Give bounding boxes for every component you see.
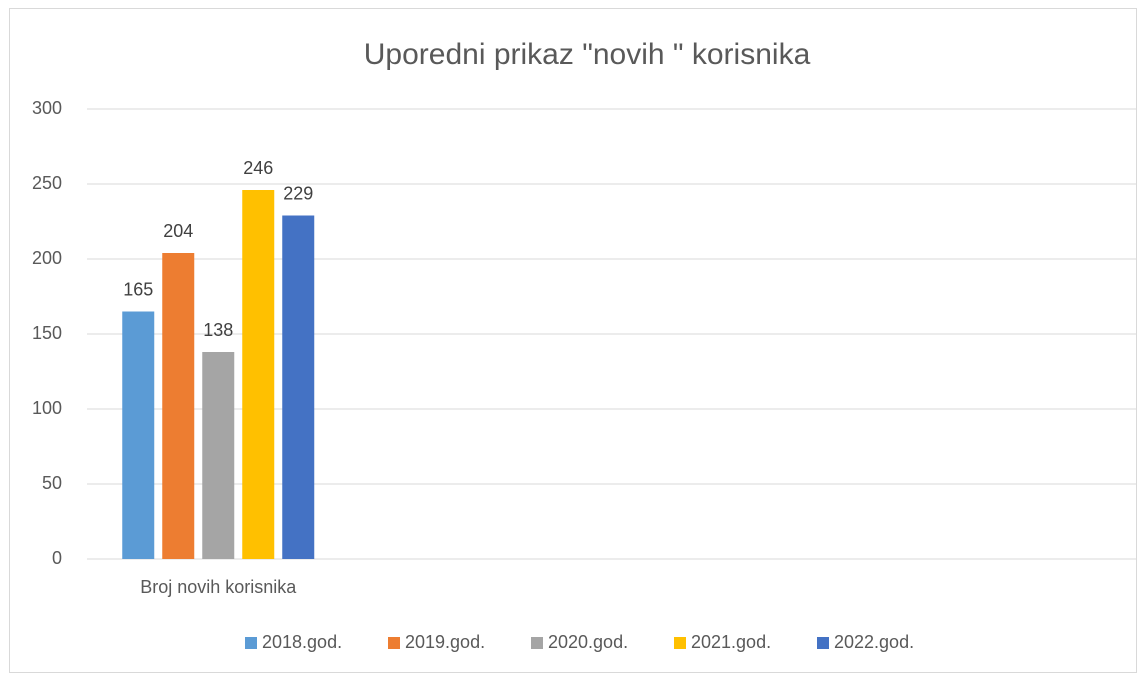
legend-label: 2018.god. [262, 632, 342, 652]
legend-swatch [674, 637, 686, 649]
bar [162, 253, 195, 559]
y-tick-label: 150 [32, 323, 62, 343]
bar [122, 311, 155, 559]
y-tick-label: 200 [32, 248, 62, 268]
bar [282, 215, 315, 559]
legend-label: 2019.god. [405, 632, 485, 652]
x-tick-label: Broj novih korisnika [140, 577, 297, 597]
data-label: 246 [243, 158, 273, 178]
data-label: 229 [283, 183, 313, 203]
legend-label: 2020.god. [548, 632, 628, 652]
y-tick-label: 0 [52, 548, 62, 568]
bar [202, 352, 235, 559]
legend-swatch [531, 637, 543, 649]
chart-border [9, 8, 1137, 673]
legend-label: 2021.god. [691, 632, 771, 652]
y-tick-label: 300 [32, 98, 62, 118]
chart-title: Uporedni prikaz "novih " korisnika [364, 38, 811, 71]
legend-swatch [388, 637, 400, 649]
legend-swatch [245, 637, 257, 649]
data-label: 165 [123, 279, 153, 299]
legend-swatch [817, 637, 829, 649]
y-tick-label: 100 [32, 398, 62, 418]
data-label: 138 [203, 320, 233, 340]
y-tick-label: 50 [42, 473, 62, 493]
data-label: 204 [163, 221, 193, 241]
y-tick-label: 250 [32, 173, 62, 193]
bar [242, 190, 275, 559]
legend-label: 2022.god. [834, 632, 914, 652]
